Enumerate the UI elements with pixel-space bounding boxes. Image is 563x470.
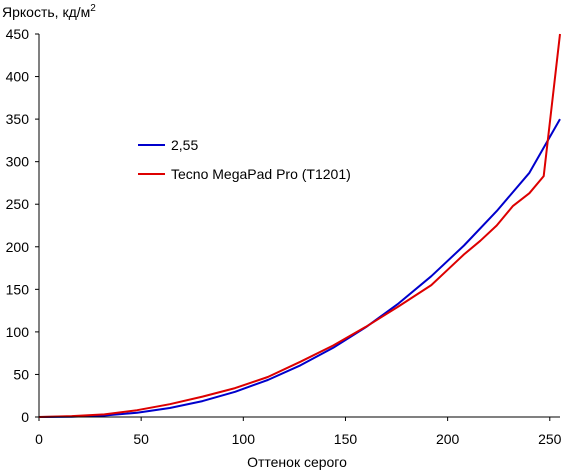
y-tick-label: 150: [6, 281, 30, 297]
y-tick-label: 350: [6, 111, 30, 127]
series-lines: [38, 33, 561, 418]
y-axis-title: Яркость, кд/м2: [2, 3, 96, 20]
y-tick-label: 450: [6, 26, 30, 42]
x-tick-label: 150: [334, 431, 358, 447]
legend-label-series-1: 2,55: [171, 137, 198, 153]
y-tick-label: 50: [13, 366, 29, 382]
legend-label-series-2: Tecno MegaPad Pro (T1201): [171, 166, 351, 182]
y-tick-label: 200: [6, 239, 30, 255]
y-tick-label: 400: [6, 69, 30, 85]
x-tick-label: 100: [232, 431, 256, 447]
y-tick-labels: 0 50 100 150 200 250 300 350 400 450: [6, 26, 30, 425]
legend: 2,55 Tecno MegaPad Pro (T1201): [138, 137, 351, 182]
y-axis-title-main: Яркость, кд/м: [2, 4, 90, 20]
x-tick-label: 200: [436, 431, 460, 447]
x-axis-title: Оттенок серого: [247, 454, 347, 470]
series-line-2: [38, 33, 561, 418]
series-line-1: [38, 118, 561, 418]
y-axis-title-superscript: 2: [90, 3, 96, 14]
x-tick-label: 0: [35, 431, 43, 447]
x-tick-label: 50: [133, 431, 149, 447]
y-tick-label: 300: [6, 154, 30, 170]
y-tick-label: 100: [6, 324, 30, 340]
y-tick-label: 250: [6, 196, 30, 212]
y-tick-label: 0: [21, 409, 29, 425]
x-tick-labels: 0 50 100 150 200 250: [35, 431, 562, 447]
x-tick-label: 250: [538, 431, 562, 447]
tick-marks: [35, 33, 551, 421]
